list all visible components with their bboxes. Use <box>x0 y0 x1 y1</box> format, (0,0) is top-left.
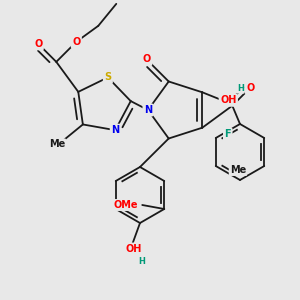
Text: H: H <box>139 256 145 266</box>
Text: O: O <box>246 83 254 93</box>
Text: F: F <box>224 129 231 139</box>
Text: Me: Me <box>49 140 65 149</box>
Text: H: H <box>237 84 244 93</box>
Text: S: S <box>104 72 111 82</box>
Text: O: O <box>142 55 151 64</box>
Text: OMe: OMe <box>114 200 138 210</box>
Text: O: O <box>72 37 80 47</box>
Text: O: O <box>34 39 42 49</box>
Text: OH: OH <box>126 244 142 254</box>
Text: OH: OH <box>220 95 236 105</box>
Text: Me: Me <box>230 165 246 175</box>
Text: N: N <box>111 125 119 135</box>
Text: N: N <box>144 105 152 115</box>
